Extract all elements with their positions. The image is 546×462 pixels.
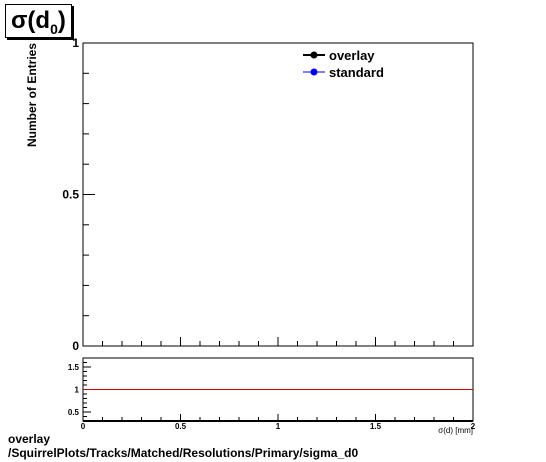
title-close: ) (57, 7, 66, 34)
ratio-y-tick-label: 1.5 (68, 363, 80, 372)
x-tick-label: 0.5 (175, 422, 187, 431)
legend-label-standard: standard (329, 65, 384, 80)
footer-label: overlay (8, 432, 51, 446)
legend-marker-overlay (310, 51, 318, 59)
y-tick-label: 0 (72, 339, 79, 353)
x-tick-label: 1 (276, 422, 281, 431)
y-tick-label: 0.5 (62, 188, 79, 202)
title-symbol: σ(d (11, 7, 51, 34)
x-tick-label: 0 (81, 422, 86, 431)
y-axis-label: Number of Entries (25, 43, 39, 147)
main-plot-frame (82, 42, 474, 347)
ratio-y-tick-label: 0.5 (68, 408, 80, 417)
legend-marker-standard (310, 68, 318, 76)
histogram-title: σ(d0) (5, 4, 72, 38)
y-tick-label: 1 (72, 36, 79, 50)
ratio-y-tick-label: 1 (75, 386, 80, 395)
legend-label-overlay: overlay (329, 48, 375, 63)
footer-path: /SquirrelPlots/Tracks/Matched/Resolution… (8, 446, 359, 460)
x-tick-label: 2 (471, 422, 476, 431)
title-subscript: 0 (50, 20, 58, 37)
x-tick-label: 1.5 (370, 422, 382, 431)
x-axis-label: σ(d) [mm] (438, 426, 473, 435)
